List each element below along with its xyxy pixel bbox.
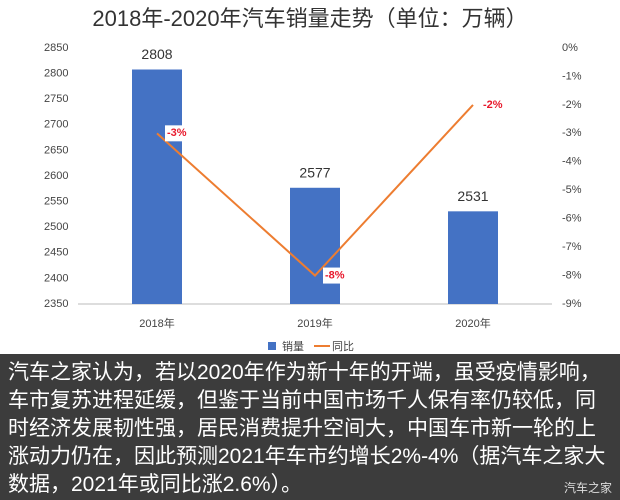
y-tick-label: 2550	[44, 196, 68, 208]
label-bg	[165, 125, 189, 142]
bar-value-label: 2808	[141, 46, 172, 62]
watermark: 汽车之家	[563, 481, 612, 495]
y2-tick-label: -9%	[562, 298, 582, 310]
line-value-label: -3%	[167, 127, 187, 139]
y2-tick-label: -3%	[562, 127, 582, 139]
x-tick-label: 2018年	[139, 316, 174, 330]
y2-tick-label: 0%	[562, 42, 578, 54]
legend-label: 销量	[282, 339, 304, 353]
label-bg	[323, 267, 347, 284]
y2-tick-label: -4%	[562, 156, 582, 168]
line-value-label: -8%	[325, 269, 345, 281]
y2-tick-label: -2%	[562, 99, 582, 111]
y-tick-label: 2400	[44, 272, 68, 284]
y2-tick-label: -1%	[562, 70, 582, 82]
chart-title: 2018年-2020年汽车销量走势（单位：万辆）	[92, 6, 527, 31]
label-bg	[481, 96, 505, 113]
y2-tick-label: -5%	[562, 184, 582, 196]
x-tick-label: 2020年	[455, 316, 490, 330]
y-tick-label: 2700	[44, 119, 68, 131]
bar	[448, 211, 498, 304]
y2-tick-label: -6%	[562, 213, 582, 225]
y-tick-label: 2600	[44, 170, 68, 182]
y2-tick-label: -8%	[562, 269, 582, 281]
y-tick-label: 2750	[44, 93, 68, 105]
y-tick-label: 2350	[44, 298, 68, 310]
line	[156, 104, 474, 277]
line-value-label: -2%	[483, 99, 503, 111]
bar-value-label: 2577	[299, 164, 330, 180]
x-tick-label: 2019年	[297, 316, 332, 330]
bar-value-label: 2531	[457, 188, 488, 204]
y-tick-label: 2650	[44, 144, 68, 156]
caption: 汽车之家认为，若以2020年作为新十年的开端，虽受疫情影响，车市复苏进程延缓，但…	[0, 354, 620, 500]
legend-swatch	[268, 342, 276, 350]
y-tick-label: 2850	[44, 42, 68, 54]
bar	[132, 69, 182, 304]
y-tick-label: 2450	[44, 247, 68, 259]
y2-tick-label: -7%	[562, 241, 582, 253]
bar	[290, 187, 340, 304]
chart: 2018年-2020年汽车销量走势（单位：万辆） 2350 2400 2450 250…	[44, 6, 582, 353]
y-tick-label: 2800	[44, 68, 68, 80]
y-tick-label: 2500	[44, 221, 68, 233]
legend-label: 同比	[332, 340, 354, 353]
